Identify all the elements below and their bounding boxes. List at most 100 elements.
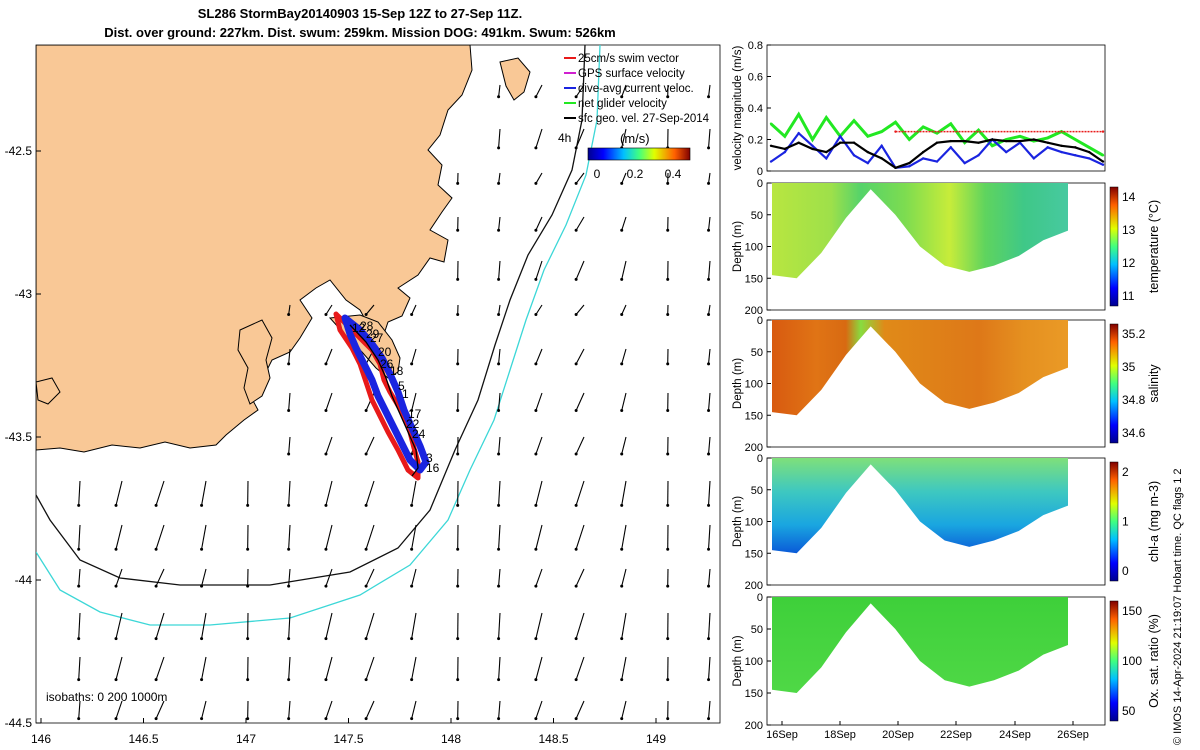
isobaths-label: isobaths: 0 200 1000m	[46, 690, 167, 704]
velocity-point	[1046, 136, 1049, 140]
velocity-arrow	[325, 612, 333, 639]
velocity-arrow	[411, 304, 417, 315]
velocity-point	[894, 166, 897, 170]
velocity-arrow-head	[456, 637, 460, 641]
depth-ylabel: Depth (m)	[732, 358, 744, 409]
velocity-arrow-head	[574, 146, 578, 150]
velocity-arrow-head	[324, 547, 328, 551]
velocity-arrow-head	[534, 678, 538, 682]
velocity-arrow	[155, 524, 165, 550]
velocity-arrow-head	[707, 637, 711, 641]
day-label: 22	[406, 417, 420, 431]
colorbar-label: salinity	[1147, 364, 1161, 403]
map-x-tick-label: 148.5	[538, 732, 568, 746]
velocity-point	[894, 120, 897, 124]
depth-ylabel: Depth (m)	[732, 496, 744, 547]
velocity-arrow-head	[77, 717, 81, 721]
velocity-point	[1060, 144, 1063, 147]
velocity-point	[769, 122, 773, 125]
velocity-arrow-head	[666, 408, 670, 412]
velocity-arrow	[288, 656, 291, 680]
velocity-point	[811, 138, 814, 141]
velocity-arrow-head	[154, 717, 158, 721]
velocity-arrow-head	[114, 547, 118, 551]
velocity-point	[783, 135, 787, 138]
velocity-arrow-head	[410, 547, 414, 551]
velocity-arrow-head	[200, 678, 204, 682]
velocity-arrow-head	[324, 503, 328, 507]
velocity-arrow	[621, 700, 627, 719]
velocity-arrow-head	[666, 277, 670, 281]
velocity-arrow-head	[534, 146, 538, 150]
velocity-arrow-head	[324, 313, 328, 317]
velocity-point	[825, 116, 828, 119]
velocity-arrow	[78, 656, 81, 680]
velocity-arrow-head	[497, 452, 501, 456]
day-label: 27	[370, 331, 384, 345]
velocity-arrow	[575, 172, 585, 184]
velocity-point	[838, 141, 842, 144]
velocity-arrow-head	[287, 678, 291, 682]
velocity-arrow-head	[666, 503, 670, 507]
velocity-arrow	[535, 304, 543, 315]
velocity-arrow-head	[497, 146, 501, 150]
depth-tick-label: 100	[745, 242, 763, 254]
velocity-y-tick-label: 0	[757, 166, 763, 178]
velocity-arrow	[325, 348, 333, 365]
velocity-arrow	[575, 260, 585, 280]
velocity-arrow	[535, 568, 543, 587]
velocity-arrow-head	[620, 362, 624, 366]
velocity-arrow	[621, 524, 627, 550]
velocity-arrow-head	[114, 637, 118, 641]
map-x-tick-label: 146	[31, 732, 51, 746]
velocity-arrow-head	[534, 547, 538, 551]
velocity-arrow	[498, 656, 501, 680]
velocity-point	[921, 150, 925, 154]
section-colorbar	[1109, 461, 1119, 582]
map-x-tick-label: 149	[646, 732, 666, 746]
figure-title: SL286 StormBay20140903 15-Sep 12Z to 27-…	[197, 6, 523, 21]
velocity-arrow	[155, 700, 165, 719]
section-data-area	[772, 597, 1068, 693]
velocity-arrow-head	[114, 503, 118, 507]
velocity-point	[1101, 130, 1105, 133]
velocity-arrow-head	[497, 362, 501, 366]
day-label: 28	[360, 319, 374, 333]
velocity-arrow-head	[707, 408, 711, 412]
velocity-arrow-head	[620, 452, 624, 456]
velocity-point	[783, 147, 787, 151]
velocity-arrow	[708, 304, 711, 315]
colorbar-tick-label: 0	[1122, 564, 1129, 578]
velocity-arrow	[708, 436, 711, 455]
velocity-arrow	[288, 524, 291, 550]
velocity-arrow-head	[456, 452, 460, 456]
velocity-panel: 0 0.2 0.4 0.6 0.8 velocity magnitude (m/s)	[732, 40, 1106, 178]
velocity-arrow	[155, 568, 165, 587]
velocity-point	[963, 161, 966, 165]
velocity-arrow-head	[287, 503, 291, 507]
depth-tick-label: 150	[745, 410, 763, 422]
east-island	[499, 57, 531, 101]
colorbar-tick-label: 0.4	[665, 167, 682, 181]
velocity-arrow-head	[497, 277, 501, 281]
velocity-arrow-head	[456, 584, 460, 588]
velocity-arrow-head	[456, 362, 460, 366]
velocity-arrow-head	[246, 503, 250, 507]
velocity-arrow	[708, 348, 711, 364]
velocity-point	[908, 165, 911, 168]
velocity-arrow-head	[77, 637, 81, 641]
map-legend: 25cm/s swim vector GPS surface velocity di…	[564, 53, 710, 125]
velocity-arrow-head	[666, 452, 670, 456]
velocity-arrow	[325, 524, 333, 550]
velocity-arrow	[575, 216, 585, 231]
velocity-arrow-head	[707, 452, 711, 456]
colorbar-ticks: 0 0.2 0.4	[594, 167, 682, 181]
velocity-arrow-head	[620, 228, 624, 232]
velocity-arrow-head	[456, 678, 460, 682]
velocity-arrow-head	[574, 181, 578, 185]
velocity-arrow-head	[574, 717, 578, 721]
velocity-point	[935, 141, 939, 144]
velocity-arrow-head	[324, 637, 328, 641]
velocity-arrow-head	[707, 277, 711, 281]
